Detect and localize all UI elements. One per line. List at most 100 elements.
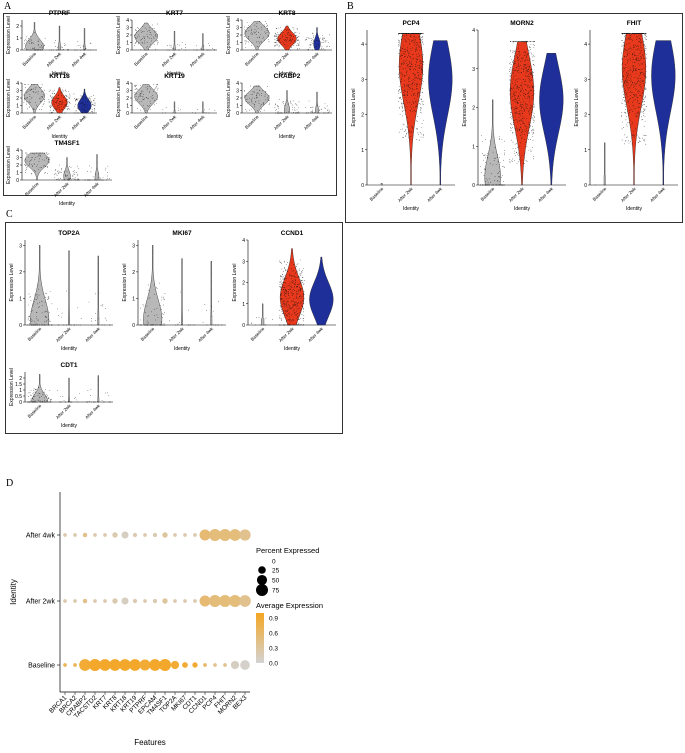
- jitter-point: [625, 106, 626, 107]
- jitter-point: [41, 300, 42, 302]
- jitter-point: [33, 396, 35, 398]
- jitter-point: [246, 99, 247, 101]
- jitter-point: [153, 309, 155, 310]
- jitter-point: [296, 37, 298, 39]
- jitter-point: [292, 300, 294, 302]
- jitter-point: [297, 276, 299, 277]
- jitter-point: [53, 174, 55, 176]
- jitter-point: [296, 308, 298, 310]
- jitter-point: [40, 46, 42, 48]
- jitter-point: [35, 102, 36, 103]
- jitter-point: [28, 401, 29, 403]
- jitter-point: [42, 103, 44, 105]
- jitter-point: [421, 123, 423, 124]
- jitter-point: [515, 134, 517, 136]
- jitter-point: [146, 41, 148, 43]
- jitter-point: [281, 29, 282, 31]
- jitter-point: [153, 30, 155, 31]
- jitter-point: [150, 103, 151, 104]
- jitter-point: [418, 75, 419, 77]
- jitter-point: [629, 109, 631, 111]
- jitter-point: [626, 50, 628, 51]
- jitter-point: [31, 159, 32, 161]
- jitter-point: [59, 396, 61, 397]
- jitter-point: [81, 111, 83, 113]
- jitter-point: [631, 102, 633, 103]
- jitter-point: [279, 305, 281, 306]
- dot-cdt1-after-4wk: [193, 533, 197, 537]
- x-tick-label: After 4wk: [84, 326, 101, 343]
- jitter-point: [277, 105, 278, 107]
- jitter-point: [152, 24, 153, 26]
- jitter-point: [623, 86, 625, 87]
- jitter-point: [48, 320, 50, 322]
- jitter-point: [84, 110, 86, 112]
- jitter-point: [529, 81, 531, 83]
- jitter-point: [400, 73, 402, 75]
- jitter-point: [60, 91, 62, 93]
- jitter-point: [503, 184, 505, 186]
- jitter-point: [246, 110, 248, 112]
- jitter-point: [75, 399, 77, 401]
- jitter-point: [297, 45, 299, 46]
- jitter-point: [285, 263, 287, 265]
- jitter-point: [47, 172, 48, 174]
- jitter-point: [626, 79, 628, 81]
- jitter-point: [485, 184, 487, 186]
- jitter-point: [414, 37, 416, 38]
- jitter-point: [55, 46, 56, 48]
- jitter-point: [398, 90, 400, 92]
- jitter-point: [143, 305, 145, 307]
- jitter-point: [301, 314, 303, 315]
- jitter-point: [645, 38, 646, 40]
- y-tick-label: 0.5: [15, 394, 22, 400]
- jitter-point: [504, 140, 506, 142]
- jitter-point: [245, 40, 247, 42]
- jitter-point: [256, 37, 258, 38]
- jitter-point: [512, 161, 513, 162]
- jitter-point: [205, 49, 207, 51]
- jitter-point: [636, 59, 638, 61]
- jitter-point: [626, 116, 627, 117]
- jitter-point: [625, 35, 627, 37]
- jitter-point: [144, 42, 146, 44]
- jitter-point: [144, 37, 146, 39]
- jitter-point: [489, 163, 491, 164]
- jitter-point: [406, 133, 408, 135]
- jitter-point: [49, 291, 51, 292]
- jitter-point: [418, 65, 420, 67]
- jitter-point: [284, 282, 286, 283]
- dot-pcp4-after-4wk: [209, 529, 221, 541]
- jitter-point: [142, 98, 144, 100]
- jitter-point: [517, 146, 518, 148]
- jitter-point: [58, 109, 60, 110]
- jitter-point: [55, 169, 56, 171]
- jitter-point: [57, 94, 59, 96]
- x-tick-label: After 2wk: [160, 114, 177, 131]
- jitter-point: [57, 171, 58, 172]
- jitter-point: [627, 77, 629, 79]
- jitter-point: [639, 138, 641, 140]
- jitter-point: [316, 39, 318, 41]
- violin-after-2wk: [277, 25, 297, 51]
- jitter-point: [163, 299, 165, 301]
- jitter-point: [530, 41, 532, 42]
- jitter-point: [511, 97, 512, 99]
- jitter-point: [55, 98, 57, 99]
- jitter-point: [631, 72, 633, 74]
- jitter-point: [32, 157, 33, 158]
- jitter-point: [142, 26, 144, 27]
- jitter-point: [31, 97, 33, 99]
- jitter-point: [302, 305, 303, 307]
- jitter-point: [411, 132, 413, 134]
- jitter-point: [408, 84, 410, 85]
- jitter-point: [645, 33, 646, 34]
- jitter-point: [401, 128, 403, 130]
- jitter-point: [296, 45, 297, 46]
- jitter-point: [635, 95, 637, 97]
- jitter-point: [514, 109, 515, 111]
- jitter-point: [411, 40, 413, 42]
- jitter-point: [29, 392, 31, 393]
- x-tick-label: After 2wk: [53, 181, 70, 198]
